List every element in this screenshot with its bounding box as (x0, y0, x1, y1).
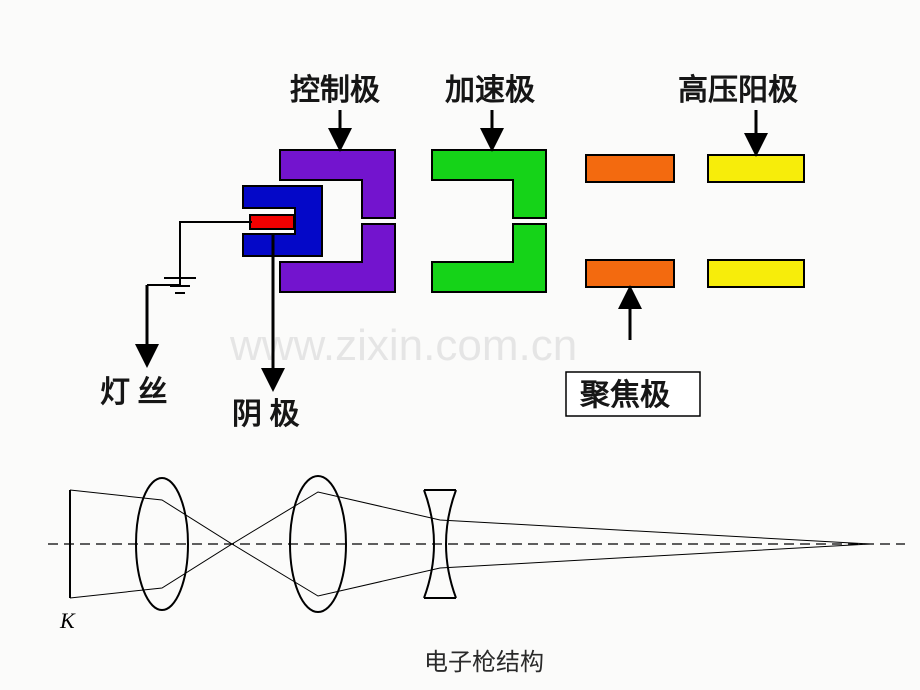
label-accel: 加速极 (445, 74, 535, 107)
diagram-root: www.zixin.com.cn 控制极 加速极 高压阳极灯 丝阴 极 聚焦极电子枪结… (0, 0, 920, 690)
hv-bot-electrode (708, 260, 804, 287)
label-control: 控制极 (290, 74, 380, 107)
label-K: K (59, 608, 76, 633)
label-filament: 灯 丝 (100, 376, 168, 409)
hv-top-electrode (708, 155, 804, 182)
caption: 电子枪结构 (424, 649, 544, 676)
label-cathode: 阴 极 (232, 398, 300, 431)
filament-electrode (250, 215, 294, 229)
label-hv: 高压阳极 (678, 74, 798, 107)
focus-top-electrode (586, 155, 674, 182)
label-focus: 聚焦极 (579, 378, 670, 412)
focus-bot-electrode (586, 260, 674, 287)
watermark: www.zixin.com.cn (229, 321, 577, 370)
